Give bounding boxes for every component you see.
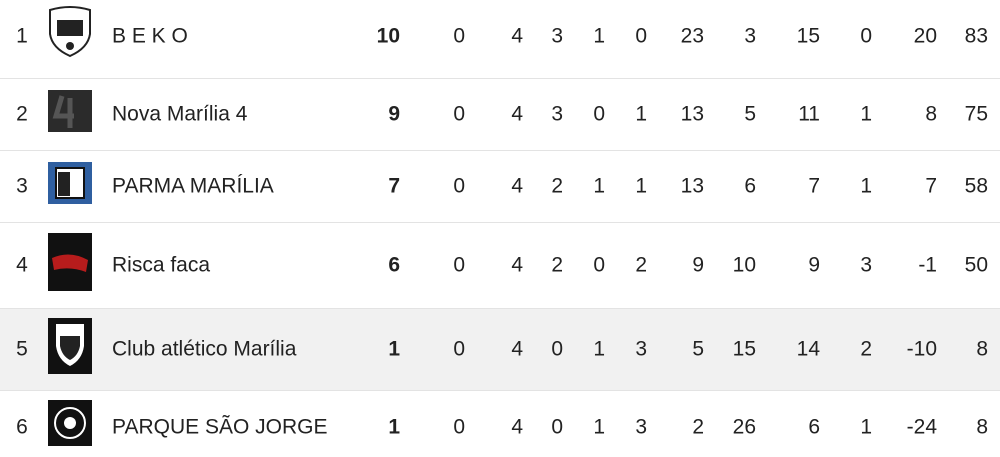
goals-against: 10 (733, 254, 756, 277)
goal-diff: -10 (907, 338, 937, 361)
percent: 75 (965, 103, 988, 126)
team-name: Nova Marília 4 (112, 103, 248, 126)
goal-diff: 7 (925, 175, 937, 198)
draws: 1 (593, 338, 605, 361)
col-b: 9 (808, 254, 820, 277)
team-name: Club atlético Marília (112, 338, 297, 361)
points: 9 (388, 103, 400, 126)
logo-parque-sao-jorge (48, 400, 92, 446)
losses: 1 (635, 103, 647, 126)
row-separators (0, 78, 1000, 391)
percent: 50 (965, 254, 988, 277)
losses: 0 (635, 25, 647, 48)
rank: 6 (16, 416, 28, 439)
losses: 2 (635, 254, 647, 277)
goals-for: 13 (681, 175, 704, 198)
losses: 3 (635, 338, 647, 361)
draws: 1 (593, 175, 605, 198)
wins: 0 (551, 416, 563, 439)
wins: 3 (551, 103, 563, 126)
col-b: 11 (798, 103, 820, 126)
draws: 1 (593, 416, 605, 439)
rank: 1 (16, 25, 28, 48)
col-a: 0 (453, 175, 465, 198)
played: 4 (511, 416, 523, 439)
played: 4 (511, 103, 523, 126)
goals-against: 15 (733, 338, 756, 361)
logo-risca-faca (48, 233, 92, 291)
wins: 3 (551, 25, 563, 48)
col-b: 14 (797, 338, 821, 361)
rank: 3 (16, 175, 28, 198)
goals-for: 2 (692, 416, 704, 439)
played: 4 (511, 254, 523, 277)
logo-beko (49, 6, 91, 58)
points: 10 (377, 25, 400, 48)
team-name: PARMA MARÍLIA (112, 175, 274, 198)
row-highlight (0, 308, 1000, 390)
rank: 2 (16, 103, 28, 126)
wins: 2 (551, 175, 563, 198)
col-c: 3 (860, 254, 872, 277)
col-a: 0 (453, 338, 465, 361)
wins: 2 (551, 254, 563, 277)
points: 1 (388, 416, 400, 439)
points: 7 (388, 175, 400, 198)
col-c: 1 (860, 175, 872, 198)
goals-for: 23 (681, 25, 704, 48)
rank: 4 (16, 254, 28, 277)
played: 4 (511, 25, 523, 48)
goals-against: 26 (733, 416, 756, 439)
team-name: B E K O (112, 25, 188, 48)
col-a: 0 (453, 254, 465, 277)
goals-for: 13 (681, 103, 704, 126)
goals-against: 5 (744, 103, 756, 126)
col-b: 15 (797, 25, 820, 48)
percent: 83 (965, 25, 988, 48)
percent: 58 (965, 175, 988, 198)
wins: 0 (551, 338, 563, 361)
played: 4 (511, 175, 523, 198)
logo-parma (48, 162, 92, 204)
col-a: 0 (453, 416, 465, 439)
played: 4 (511, 338, 523, 361)
col-b: 6 (808, 416, 820, 439)
percent: 8 (976, 416, 988, 439)
goal-diff: -24 (907, 416, 938, 439)
losses: 3 (635, 416, 647, 439)
goal-diff: 20 (914, 25, 937, 48)
goals-against: 3 (744, 25, 756, 48)
team-name: PARQUE SÃO JORGE (112, 415, 328, 439)
team-name: Risca faca (112, 254, 210, 277)
rank: 5 (16, 338, 28, 361)
col-c: 1 (860, 103, 872, 126)
logo-cam (48, 318, 92, 374)
col-b: 7 (808, 175, 820, 198)
goals-for: 9 (692, 254, 704, 277)
percent: 8 (976, 338, 988, 361)
points: 1 (388, 338, 400, 361)
draws: 1 (593, 25, 605, 48)
col-c: 0 (860, 25, 872, 48)
col-c: 2 (860, 338, 872, 361)
draws: 0 (593, 103, 605, 126)
logo-nova-marilia (48, 90, 92, 132)
losses: 1 (635, 175, 647, 198)
goals-for: 5 (692, 338, 704, 361)
points: 6 (388, 254, 400, 277)
draws: 0 (593, 254, 605, 277)
col-a: 0 (453, 25, 465, 48)
goals-against: 6 (744, 175, 756, 198)
col-a: 0 (453, 103, 465, 126)
goal-diff: 8 (925, 103, 937, 126)
goal-diff: -1 (918, 254, 937, 277)
col-c: 1 (860, 416, 872, 439)
